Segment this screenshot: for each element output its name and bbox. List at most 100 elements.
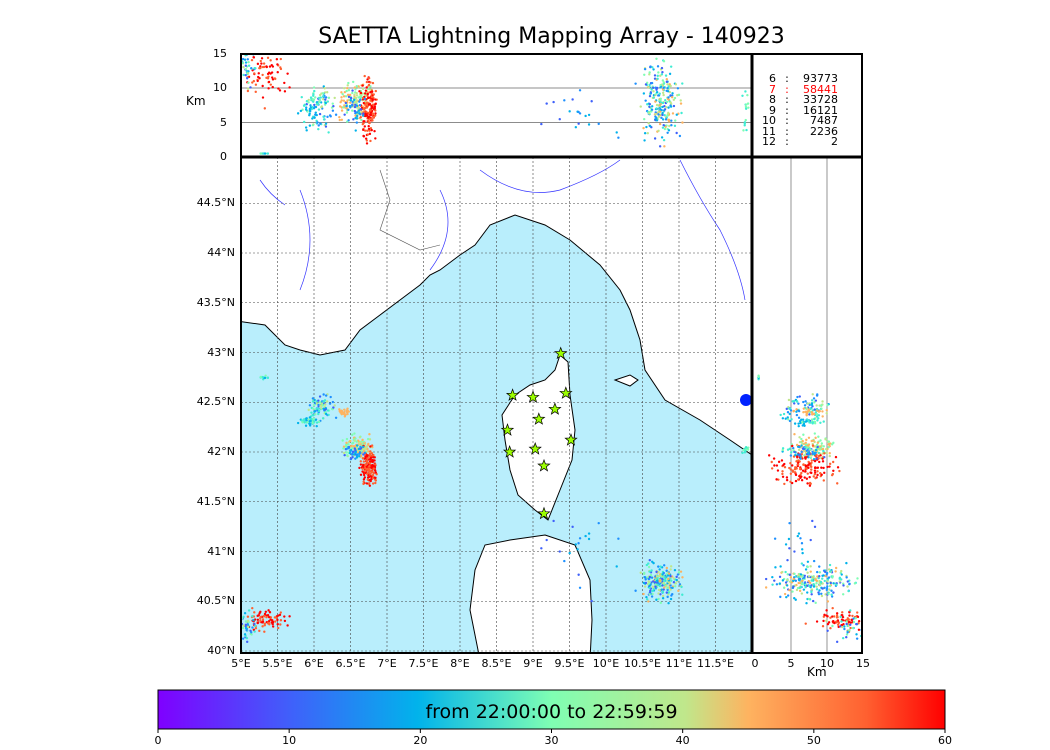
lightning-source-altitude <box>263 107 267 110</box>
lightning-source <box>304 424 308 427</box>
lightning-source-lat-alt <box>864 615 866 617</box>
lightning-source-altitude <box>317 127 320 131</box>
lightning-source-lat-alt <box>814 476 817 480</box>
lightning-source <box>354 437 357 440</box>
lightning-source-lat-alt <box>854 616 857 620</box>
lightning-source <box>263 612 267 616</box>
lightning-source-altitude <box>643 132 647 135</box>
lightning-source-altitude <box>354 116 357 120</box>
lightning-source-lat-alt <box>796 534 799 538</box>
lightning-source <box>648 558 651 562</box>
lightning-source <box>677 571 681 574</box>
lightning-source <box>366 457 369 460</box>
lightning-source <box>345 451 348 454</box>
lightning-source-altitude <box>246 77 249 80</box>
lightning-source-altitude <box>744 118 747 122</box>
lightning-source-lat-alt <box>792 447 795 450</box>
lightning-source <box>374 481 377 485</box>
lightning-source-altitude <box>312 94 315 97</box>
lightning-source <box>675 578 678 582</box>
lightning-source <box>362 445 365 448</box>
lightning-source-lat-alt <box>831 620 835 623</box>
lightning-source <box>679 570 683 573</box>
lightning-source <box>653 581 657 584</box>
lightning-source-altitude <box>655 91 659 94</box>
lightning-source-lat-alt <box>808 448 811 451</box>
lightning-source-altitude <box>661 111 664 115</box>
lightning-source-lat-alt <box>807 597 810 601</box>
lightning-source-altitude <box>348 104 352 108</box>
lightning-source-altitude <box>318 112 322 116</box>
lightning-source <box>676 573 680 576</box>
lightning-source-altitude <box>324 98 327 101</box>
lightning-source <box>651 592 654 596</box>
lightning-source-lat-alt <box>829 616 832 619</box>
lightning-source <box>300 419 303 422</box>
lightning-source-altitude <box>655 57 658 60</box>
lightning-source-lat-alt <box>789 576 793 579</box>
lightning-source-lat-alt <box>791 590 794 593</box>
lightning-source-lat-alt <box>797 578 801 582</box>
lightning-source-lat-alt <box>866 615 868 617</box>
lightning-source-lat-alt <box>803 576 806 579</box>
lightning-source-lat-alt <box>789 468 793 471</box>
lightning-source-lat-alt <box>825 609 828 612</box>
lightning-source-altitude <box>746 93 749 97</box>
lightning-source-lat-alt <box>841 636 845 640</box>
lightning-source-lat-alt <box>771 583 774 586</box>
lightning-source-altitude <box>653 74 657 77</box>
lightning-source-altitude <box>678 134 682 138</box>
lightning-source-altitude <box>365 86 368 89</box>
lightning-source-lat-alt <box>824 593 827 596</box>
lightning-source-lat-alt <box>811 421 815 424</box>
lightning-source-lat-alt <box>816 409 819 412</box>
lightning-source-lat-alt <box>824 574 827 578</box>
lightning-source-altitude <box>343 104 346 107</box>
lightning-source-lat-alt <box>834 566 838 570</box>
lightning-source-altitude <box>676 87 680 90</box>
lightning-source-lat-alt <box>773 579 776 582</box>
lightning-source-altitude <box>363 129 367 132</box>
stations-count-stations: 11 <box>762 124 776 138</box>
altitude-tick-label: 15 <box>213 46 227 60</box>
lightning-source-altitude <box>247 81 250 85</box>
lightning-source <box>259 619 262 622</box>
lightning-source-altitude <box>259 65 262 68</box>
lightning-source-lat-alt <box>786 594 790 597</box>
lightning-source <box>264 610 268 613</box>
lightning-source-lat-alt <box>852 617 855 620</box>
lightning-source <box>662 571 665 575</box>
stations-count-stations: 12 <box>762 135 776 148</box>
lightning-source-lat-alt <box>770 467 774 470</box>
lightning-source-lat-alt <box>806 591 809 594</box>
lightning-source-altitude <box>267 87 270 90</box>
lightning-source-altitude <box>374 89 378 93</box>
lon-tick-label: 11°E <box>665 657 693 670</box>
lightning-source-altitude <box>242 65 245 69</box>
lightning-source-altitude <box>364 106 367 110</box>
lightning-source-lat-alt <box>821 577 824 580</box>
lat-tick-label: 44.5°N <box>196 196 235 210</box>
lightning-source-lat-alt <box>840 573 843 576</box>
lightning-source-altitude <box>634 82 637 85</box>
lightning-source-lat-alt <box>781 448 784 452</box>
lightning-source-lat-alt <box>772 457 776 460</box>
lightning-source-lat-alt <box>827 592 830 596</box>
lightning-source-lat-alt <box>796 586 800 590</box>
lightning-source-lat-alt <box>804 464 807 467</box>
lightning-source <box>662 581 665 585</box>
lightning-source-lat-alt <box>800 450 803 454</box>
lightning-source-lat-alt <box>798 474 801 478</box>
lightning-source-lat-alt <box>801 579 804 582</box>
lightning-source-altitude <box>352 118 355 121</box>
lightning-source-altitude <box>371 81 375 85</box>
lightning-source-altitude <box>371 99 374 102</box>
lightning-source-altitude <box>372 93 376 96</box>
lat-tick-label: 42°N <box>207 445 235 458</box>
lightning-source <box>371 473 375 477</box>
lightning-source-lat-alt <box>822 574 825 577</box>
lightning-source <box>250 633 253 636</box>
lightning-source-altitude <box>306 110 309 113</box>
lightning-source-lat-alt <box>856 577 859 580</box>
lat-tick-label: 41°N <box>207 544 235 558</box>
